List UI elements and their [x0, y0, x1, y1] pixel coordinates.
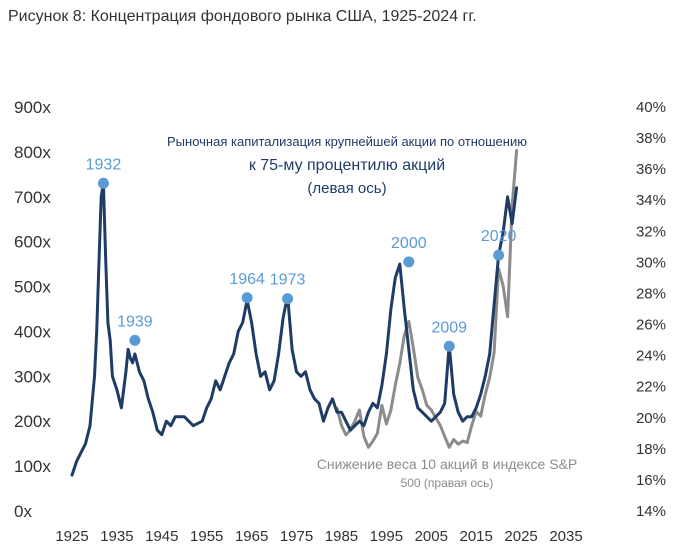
- peak-marker: [97, 177, 109, 189]
- x-axis-tick-label: 1935: [100, 528, 133, 545]
- left-series-annotation: к 75-му процентилю акций: [249, 157, 445, 174]
- left-axis-tick-label: 900x: [14, 98, 51, 117]
- peak-label: 1973: [270, 272, 306, 289]
- peak-marker: [403, 256, 415, 268]
- peak-label: 2000: [391, 235, 427, 252]
- right-axis-tick-label: 14%: [636, 503, 666, 520]
- right-axis-tick-label: 40%: [636, 99, 666, 116]
- right-axis-tick-label: 34%: [636, 192, 666, 209]
- x-axis-tick-label: 1965: [235, 528, 268, 545]
- x-axis-tick-label: 1995: [370, 528, 403, 545]
- peak-marker: [443, 340, 455, 352]
- peak-label: 1932: [86, 156, 122, 173]
- left-axis-tick-label: 400x: [14, 322, 51, 341]
- right-axis-tick-label: 26%: [636, 317, 666, 334]
- left-axis-tick-label: 100x: [14, 457, 51, 476]
- x-axis-ticks: 1925 1935 1945 1955 1965 1975 1985 1995 2005 2015…: [55, 528, 582, 545]
- peak-marker: [129, 334, 141, 346]
- left-axis-tick-label: 700x: [14, 188, 51, 207]
- right-axis-tick-label: 28%: [636, 285, 666, 302]
- left-axis-tick-label: 300x: [14, 367, 51, 386]
- right-axis-tick-label: 24%: [636, 348, 666, 365]
- markers-layer: 1932 1939 1964 1973 2000 2009 2020: [86, 156, 517, 352]
- left-axis-tick-label: 0x: [14, 502, 32, 521]
- x-axis-tick-label: 1945: [145, 528, 178, 545]
- x-axis-tick-label: 1955: [190, 528, 223, 545]
- right-axis-tick-label: 36%: [636, 161, 666, 178]
- left-axis-ticks: 0x 100x 200x 300x 400x 500x 600x 700x 800x 900x: [14, 98, 51, 521]
- x-axis-tick-label: 2035: [549, 528, 582, 545]
- x-axis-tick-label: 1975: [280, 528, 313, 545]
- left-axis-tick-label: 600x: [14, 233, 51, 252]
- right-axis-ticks: 14% 16% 18% 20% 22% 24% 26% 28% 30% 32% 34% 36% 38% 4…: [636, 99, 666, 520]
- left-series-annotation: (левая ось): [307, 180, 386, 197]
- annotations-layer: Рыночная капитализация крупнейшей акции …: [167, 134, 577, 490]
- left-axis-tick-label: 800x: [14, 143, 51, 162]
- right-axis-tick-label: 38%: [636, 130, 666, 147]
- peak-marker: [241, 292, 253, 304]
- series-line-top10-weight: [335, 149, 519, 449]
- peak-marker: [493, 249, 505, 261]
- peak-label: 1964: [229, 271, 265, 288]
- peak-label: 2020: [481, 228, 517, 245]
- right-axis-tick-label: 32%: [636, 223, 666, 240]
- peak-marker: [282, 293, 294, 305]
- x-axis-tick-label: 2015: [459, 528, 492, 545]
- x-axis-tick-label: 2005: [415, 528, 448, 545]
- peak-label: 2009: [431, 319, 467, 336]
- peak-label: 1939: [117, 313, 153, 330]
- figure-title: Рисунок 8: Концентрация фондового рынка …: [8, 8, 477, 25]
- x-axis-tick-label: 2025: [504, 528, 537, 545]
- right-axis-tick-label: 18%: [636, 441, 666, 458]
- right-axis-tick-label: 16%: [636, 472, 666, 489]
- left-series-annotation: Рыночная капитализация крупнейшей акции …: [167, 134, 527, 149]
- right-axis-tick-label: 30%: [636, 254, 666, 271]
- right-axis-tick-label: 22%: [636, 379, 666, 396]
- left-axis-tick-label: 200x: [14, 412, 51, 431]
- x-axis-tick-label: 1925: [55, 528, 88, 545]
- right-series-annotation: 500 (правая ось): [401, 476, 494, 490]
- right-axis-tick-label: 20%: [636, 410, 666, 427]
- right-series-annotation: Снижение веса 10 акций в индексе S&P: [317, 456, 578, 472]
- left-axis-tick-label: 500x: [14, 278, 51, 297]
- x-axis-tick-label: 1985: [325, 528, 358, 545]
